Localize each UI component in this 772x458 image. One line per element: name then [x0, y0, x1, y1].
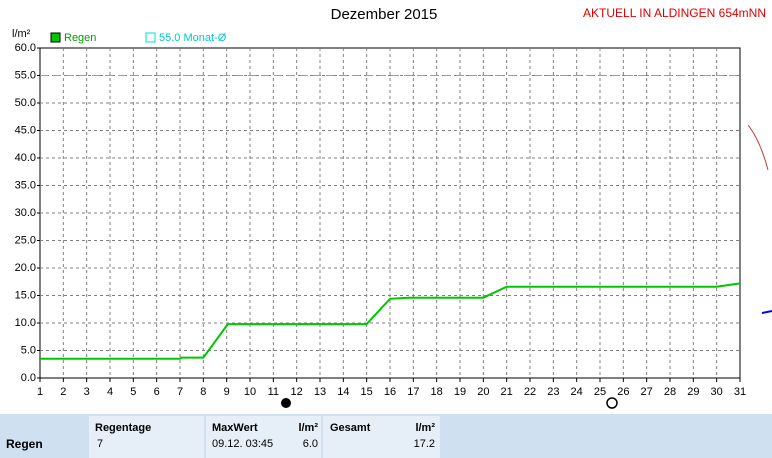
x-tick-label: 6	[154, 386, 160, 398]
x-tick-label: 27	[641, 386, 653, 398]
x-tick-label: 30	[711, 386, 723, 398]
y-tick-label: 25.0	[15, 234, 36, 246]
table-cell	[89, 416, 204, 458]
y-tick-label: 10.0	[15, 317, 36, 329]
col-unit: l/m²	[298, 422, 318, 434]
stats-table: Regen Regentage 7 MaxWert l/m² 09.12. 03…	[0, 414, 772, 458]
y-tick-label: 60.0	[15, 42, 36, 54]
col-header: Regentage	[95, 422, 151, 434]
legend-swatch	[145, 32, 156, 43]
cell: 6.0	[303, 438, 318, 450]
y-tick-label: 35.0	[15, 179, 36, 191]
x-tick-label: 31	[734, 386, 746, 398]
x-tick-label: 17	[407, 386, 419, 398]
moon-icon	[281, 398, 291, 408]
x-tick-label: 13	[314, 386, 326, 398]
x-tick-label: 26	[617, 386, 629, 398]
legend-label: Regen	[64, 32, 96, 44]
x-tick-label: 2	[60, 386, 66, 398]
x-tick-label: 8	[200, 386, 206, 398]
table-cell	[206, 416, 321, 458]
legend-label: 55.0 Monat-Ø	[159, 32, 227, 44]
y-tick-label: 0.0	[21, 372, 36, 384]
x-tick-label: 9	[224, 386, 230, 398]
col-header: MaxWert	[212, 422, 258, 434]
side-curve	[747, 124, 769, 171]
cell: 7	[97, 438, 103, 450]
y-tick-label: 45.0	[15, 124, 36, 136]
legend-swatch	[50, 32, 61, 43]
y-axis-label: l/m²	[12, 28, 31, 40]
x-tick-label: 5	[130, 386, 136, 398]
x-tick-label: 25	[594, 386, 606, 398]
series-line	[40, 282, 741, 360]
col-header: Gesamt	[330, 422, 371, 434]
y-tick-label: 15.0	[15, 289, 36, 301]
x-tick-label: 24	[571, 386, 583, 398]
y-tick-label: 5.0	[21, 344, 36, 356]
side-mark	[761, 310, 772, 314]
x-tick-label: 29	[687, 386, 699, 398]
x-tick-label: 28	[664, 386, 676, 398]
x-tick-label: 20	[477, 386, 489, 398]
y-tick-label: 50.0	[15, 97, 36, 109]
row-label: Regen	[6, 437, 43, 451]
col-unit: l/m²	[415, 422, 435, 434]
x-tick-label: 15	[361, 386, 373, 398]
x-tick-label: 12	[291, 386, 303, 398]
cell: 09.12. 03:45	[212, 438, 273, 450]
x-tick-label: 14	[337, 386, 349, 398]
cell: 17.2	[414, 438, 435, 450]
x-tick-label: 1	[37, 386, 43, 398]
x-tick-label: 18	[431, 386, 443, 398]
table-cell	[323, 416, 440, 458]
moon-icon	[606, 397, 618, 409]
x-tick-label: 23	[547, 386, 559, 398]
chart-title: Dezember 2015	[331, 6, 438, 23]
y-tick-label: 55.0	[15, 69, 36, 81]
y-tick-label: 20.0	[15, 262, 36, 274]
x-tick-label: 11	[268, 386, 279, 398]
x-tick-label: 3	[84, 386, 90, 398]
x-tick-label: 7	[177, 386, 183, 398]
x-tick-label: 4	[107, 386, 113, 398]
y-tick-label: 40.0	[15, 152, 36, 164]
x-tick-label: 19	[454, 386, 466, 398]
x-tick-label: 16	[384, 386, 396, 398]
x-tick-label: 10	[244, 386, 256, 398]
x-tick-label: 21	[501, 386, 513, 398]
x-tick-label: 22	[524, 386, 536, 398]
station-label: AKTUELL IN ALDINGEN 654mNN	[583, 6, 766, 20]
y-tick-label: 30.0	[15, 207, 36, 219]
